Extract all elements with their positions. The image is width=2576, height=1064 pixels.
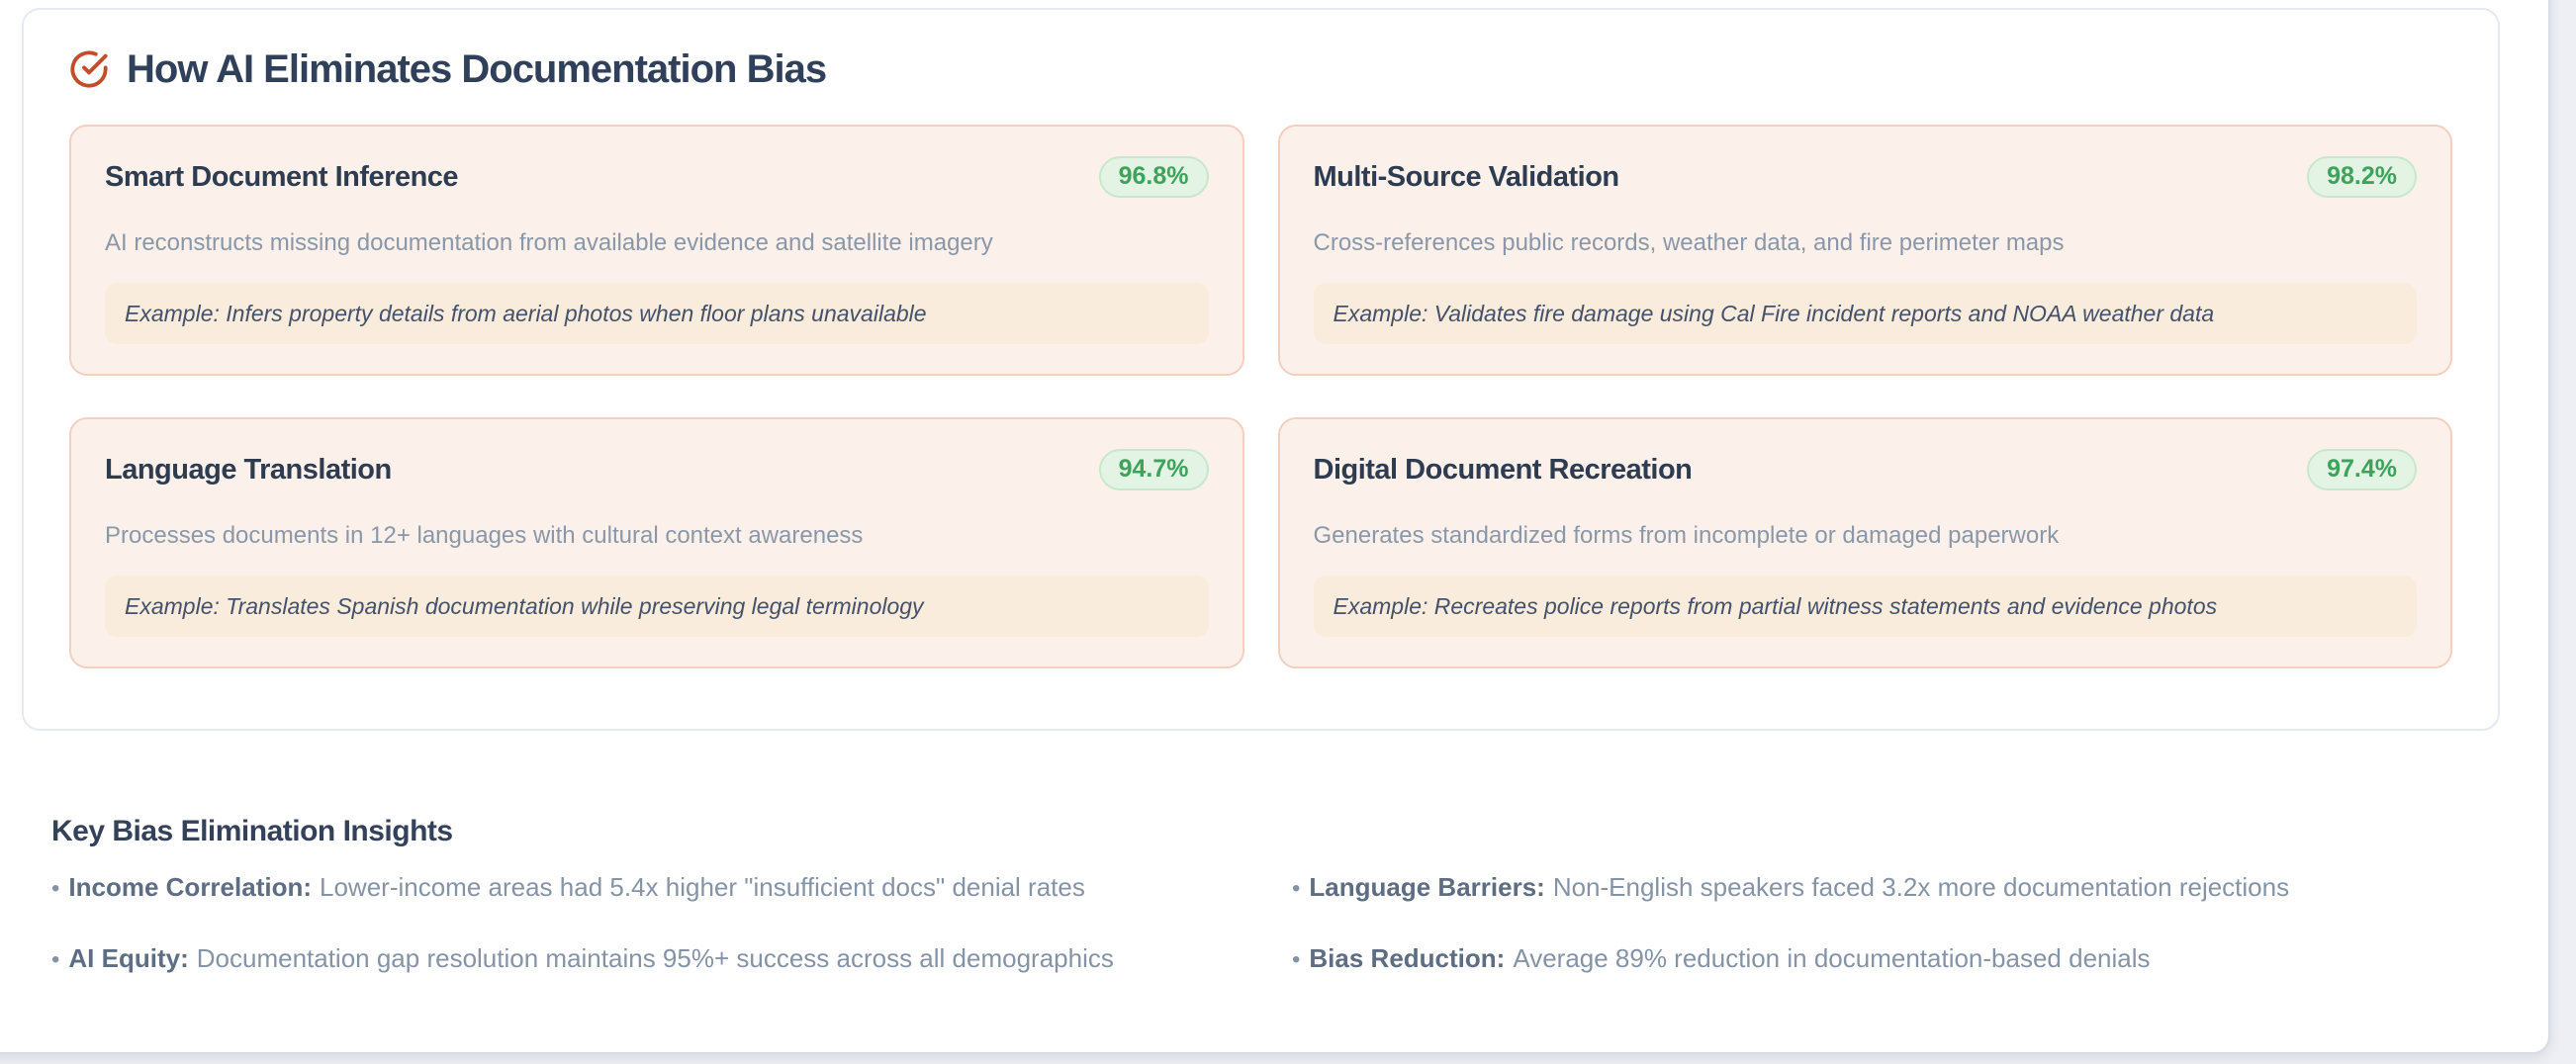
capability-card-language-translation: Language Translation 94.7% Processes doc… xyxy=(69,417,1244,668)
insight-language-barriers: • Language Barriers: Non-English speakers … xyxy=(1292,872,2505,904)
capability-example: Example: Recreates police reports from p… xyxy=(1313,576,2417,637)
bullet-dot: • xyxy=(51,946,60,973)
capability-card-header: Multi-Source Validation 98.2% xyxy=(1313,156,2417,198)
capability-card-multi-source-validation: Multi-Source Validation 98.2% Cross-refe… xyxy=(1277,125,2452,376)
insight-income-correlation: • Income Correlation: Lower-income areas h… xyxy=(51,872,1264,904)
capability-card-digital-document-recreation: Digital Document Recreation 97.4% Genera… xyxy=(1277,417,2452,668)
insight-bias-reduction: • Bias Reduction: Average 89% reduction in… xyxy=(1292,943,2505,975)
capability-title: Digital Document Recreation xyxy=(1313,454,1693,486)
section-header: How AI Eliminates Documentation Bias xyxy=(69,47,2452,91)
insights-heading: Key Bias Elimination Insights xyxy=(51,815,453,847)
accuracy-badge: 96.8% xyxy=(1098,156,1209,198)
insight-text: Documentation gap resolution maintains 9… xyxy=(196,943,1114,973)
capability-description: Cross-references public records, weather… xyxy=(1313,229,2065,256)
insight-text: Non-English speakers faced 3.2x more doc… xyxy=(1552,872,2290,902)
capability-title: Language Translation xyxy=(105,454,392,486)
accuracy-badge: 94.7% xyxy=(1098,449,1209,490)
capability-example: Example: Infers property details from ae… xyxy=(105,283,1209,344)
bullet-dot: • xyxy=(1292,875,1301,902)
insight-label: Language Barriers: xyxy=(1309,872,1545,902)
capability-grid: Smart Document Inference 96.8% AI recons… xyxy=(69,125,2452,668)
accuracy-badge: 98.2% xyxy=(2307,156,2417,198)
documentation-bias-section: How AI Eliminates Documentation Bias Sma… xyxy=(22,8,2500,731)
insights-section: Key Bias Elimination Insights • Income Co… xyxy=(51,813,2505,975)
insights-grid: • Income Correlation: Lower-income areas h… xyxy=(51,872,2505,975)
insight-label: Bias Reduction: xyxy=(1309,943,1506,973)
capability-title: Smart Document Inference xyxy=(105,161,459,193)
capability-description: Generates standardized forms from incomp… xyxy=(1313,522,2060,549)
capability-example: Example: Translates Spanish documentatio… xyxy=(105,576,1209,637)
bullet-dot: • xyxy=(1292,946,1301,973)
insight-ai-equity: • AI Equity: Documentation gap resolution … xyxy=(51,943,1264,975)
insight-text: Lower-income areas had 5.4x higher "insu… xyxy=(320,872,1085,902)
insight-text: Average 89% reduction in documentation-b… xyxy=(1513,943,2151,973)
capability-card-header: Digital Document Recreation 97.4% xyxy=(1313,449,2417,490)
capability-card-header: Language Translation 94.7% xyxy=(105,449,1209,490)
circle-check-icon xyxy=(70,50,108,88)
capability-title: Multi-Source Validation xyxy=(1313,161,1620,193)
capability-example: Example: Validates fire damage using Cal… xyxy=(1313,283,2417,344)
capability-description: AI reconstructs missing documentation fr… xyxy=(105,229,993,256)
insight-label: AI Equity: xyxy=(68,943,189,973)
accuracy-badge: 97.4% xyxy=(2307,449,2417,490)
bullet-dot: • xyxy=(51,875,60,902)
capability-card-smart-document-inference: Smart Document Inference 96.8% AI recons… xyxy=(69,125,1244,376)
capability-card-header: Smart Document Inference 96.8% xyxy=(105,156,1209,198)
section-title: How AI Eliminates Documentation Bias xyxy=(127,47,827,91)
insight-label: Income Correlation: xyxy=(68,872,312,902)
capability-description: Processes documents in 12+ languages wit… xyxy=(105,522,864,549)
